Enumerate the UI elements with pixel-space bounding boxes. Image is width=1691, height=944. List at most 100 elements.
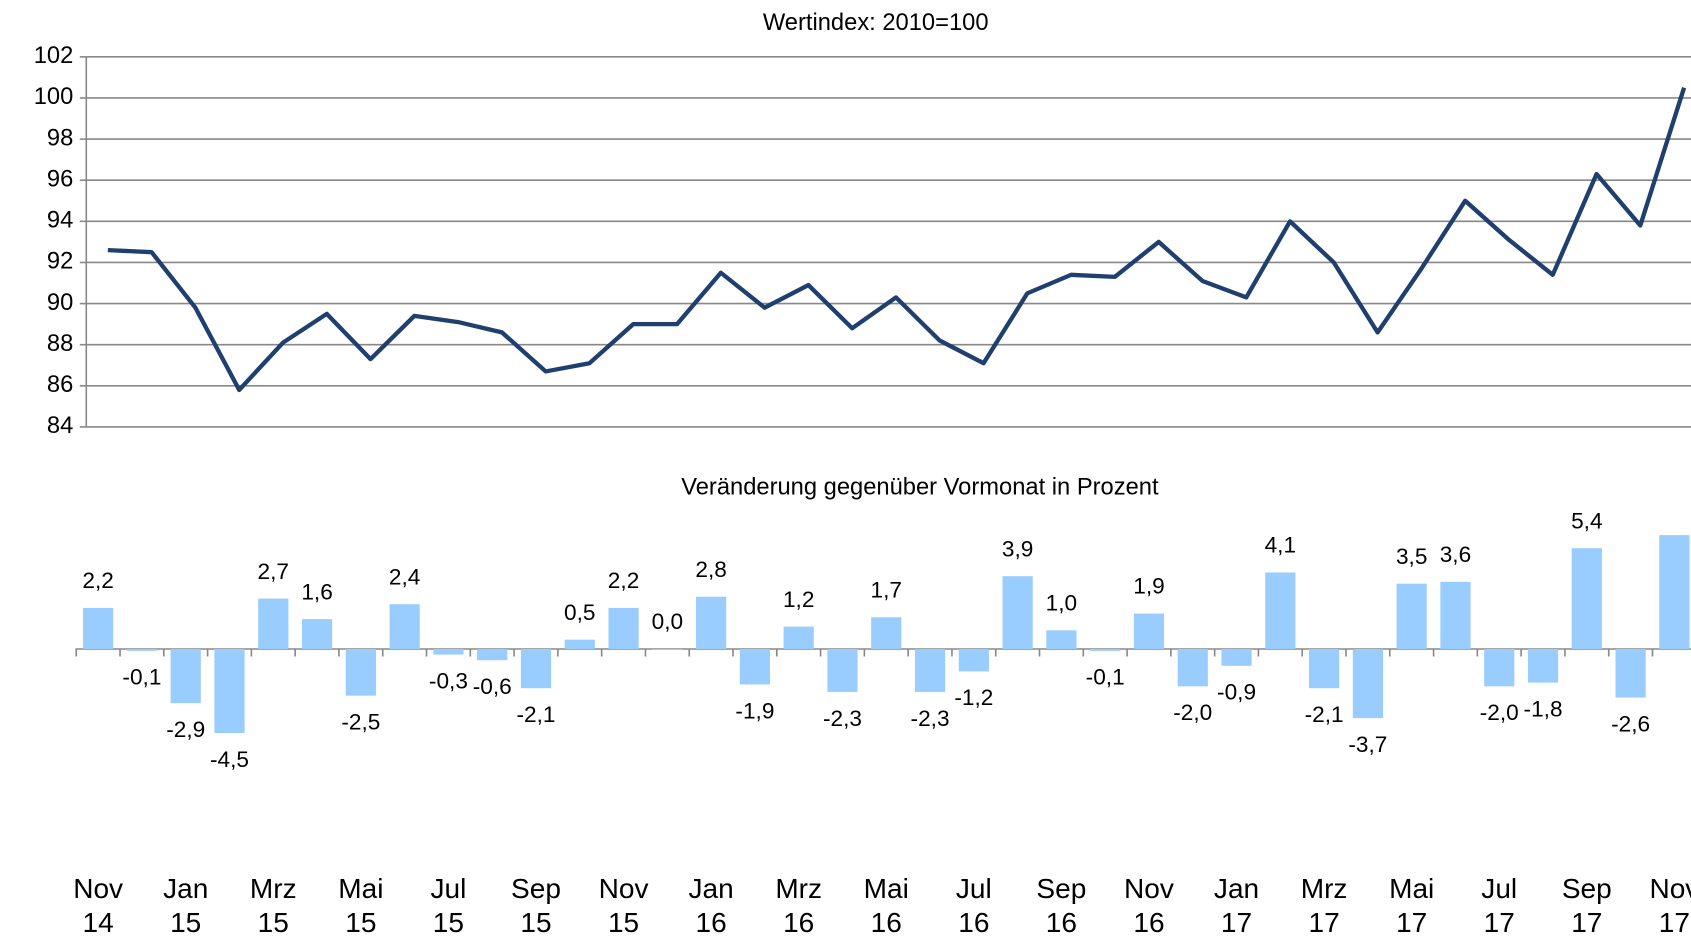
value-label: 1,9 <box>1133 574 1164 599</box>
value-label: -1,2 <box>954 685 993 710</box>
bar <box>958 649 989 672</box>
chart-title: Wertindex: 2010=100 <box>763 10 989 36</box>
value-label: 2,2 <box>82 568 113 593</box>
value-label: -3,7 <box>1348 732 1387 757</box>
value-label: -2,3 <box>823 706 862 731</box>
value-label: 2,8 <box>695 557 726 582</box>
x-tick-label-box: Nov 16 <box>1124 872 1174 939</box>
y-tick-label: 102 <box>34 43 74 69</box>
x-tick-label-box: Mrz 16 <box>775 872 823 939</box>
bar <box>520 649 552 689</box>
bar <box>1090 649 1121 651</box>
value-label: -2,0 <box>1480 700 1519 725</box>
bar <box>126 649 158 651</box>
x-tick-label: Nov 17 <box>1649 872 1691 939</box>
x-tick-label: Jan 15 <box>163 872 209 939</box>
bar <box>914 649 946 692</box>
bar <box>1221 649 1252 666</box>
x-tick-label-box: Mai 15 <box>338 872 384 939</box>
value-label: 0,0 <box>652 609 683 634</box>
x-tick-label-box: Sep 17 <box>1561 872 1612 939</box>
bar <box>1527 649 1559 683</box>
value-label: 3,6 <box>1440 542 1471 567</box>
x-tick-label: Nov 14 <box>73 872 124 939</box>
x-tick-label-box: Jul 17 <box>1481 872 1518 939</box>
x-tick-label: Sep 15 <box>511 872 561 939</box>
x-tick-label-box: Jul 16 <box>955 872 992 939</box>
bar <box>564 639 595 649</box>
x-tick-label: Mai 16 <box>863 872 909 939</box>
y-tick-label: 96 <box>47 167 73 193</box>
value-label: 1,6 <box>301 579 332 604</box>
x-tick-label: Mai 17 <box>1389 872 1435 939</box>
x-tick-label: Mrz 17 <box>1300 872 1348 939</box>
bar <box>301 619 333 649</box>
value-label: 0,5 <box>564 600 595 625</box>
value-label: 2,7 <box>258 559 289 584</box>
value-label: -4,5 <box>210 747 249 772</box>
x-tick-label: Mai 15 <box>338 872 384 939</box>
y-tick-label: 86 <box>47 372 73 398</box>
bar <box>652 649 683 650</box>
x-tick-label: Sep 16 <box>1036 872 1087 939</box>
bar <box>696 596 727 649</box>
y-tick-label: 90 <box>47 290 73 316</box>
x-tick-label: Nov 15 <box>598 872 649 939</box>
x-tick-label: Jul 15 <box>430 872 467 939</box>
data-line <box>107 87 1687 393</box>
bar <box>1265 572 1296 649</box>
bar <box>1133 613 1165 649</box>
y-tick-label: 88 <box>47 331 73 357</box>
x-tick-label-box: Nov 14 <box>73 872 124 939</box>
x-tick-label: Nov 16 <box>1124 872 1174 939</box>
bar <box>783 626 814 649</box>
value-label: -2,6 <box>1611 711 1650 736</box>
y-tick-label: 84 <box>47 413 73 439</box>
value-label: 3,9 <box>1002 536 1033 561</box>
bar <box>477 649 508 661</box>
bar <box>739 649 771 685</box>
y-tick-label: 100 <box>34 84 74 110</box>
bar <box>871 617 902 649</box>
value-label: 4,1 <box>1265 533 1296 558</box>
bar <box>1396 583 1427 649</box>
bar <box>83 607 114 649</box>
bar <box>1002 576 1033 649</box>
value-label: 1,2 <box>783 587 814 612</box>
bar <box>1440 581 1471 649</box>
x-tick-label-box: Mrz 15 <box>249 872 297 939</box>
bar <box>608 607 639 649</box>
x-tick-label: Jan 16 <box>688 872 734 939</box>
x-tick-label-box: Sep 15 <box>511 872 561 939</box>
x-tick-label-box: Mai 16 <box>863 872 909 939</box>
x-tick-label: Jul 17 <box>1481 872 1518 939</box>
bar <box>433 649 464 655</box>
value-label: -2,9 <box>166 717 205 742</box>
x-tick-label-box: Mai 17 <box>1389 872 1435 939</box>
bar <box>1309 649 1340 689</box>
value-label: -0,6 <box>473 674 512 699</box>
value-label: -1,9 <box>735 698 774 723</box>
x-tick-label: Sep 17 <box>1561 872 1612 939</box>
bar <box>258 598 289 649</box>
value-label: -0,9 <box>1217 680 1256 705</box>
x-tick-label: Mrz 15 <box>249 872 297 939</box>
value-label: -2,1 <box>516 702 555 727</box>
x-tick-label: Jul 16 <box>955 872 992 939</box>
bar <box>1046 630 1077 649</box>
value-label: -2,3 <box>911 706 950 731</box>
value-label: 3,5 <box>1396 544 1427 569</box>
value-label: 2,4 <box>389 564 420 589</box>
value-label: -0,3 <box>429 668 468 693</box>
bar <box>1571 548 1602 649</box>
bar <box>1484 649 1515 687</box>
x-tick-label-box: Jan 17 <box>1213 872 1260 939</box>
y-tick-label: 92 <box>47 249 73 275</box>
bar <box>345 649 376 696</box>
value-label: -2,0 <box>1173 700 1212 725</box>
x-tick-label: Mrz 16 <box>775 872 823 939</box>
bar <box>1352 649 1383 719</box>
x-tick-label-box: Sep 16 <box>1036 872 1087 939</box>
x-tick-label: Jan 17 <box>1213 872 1260 939</box>
